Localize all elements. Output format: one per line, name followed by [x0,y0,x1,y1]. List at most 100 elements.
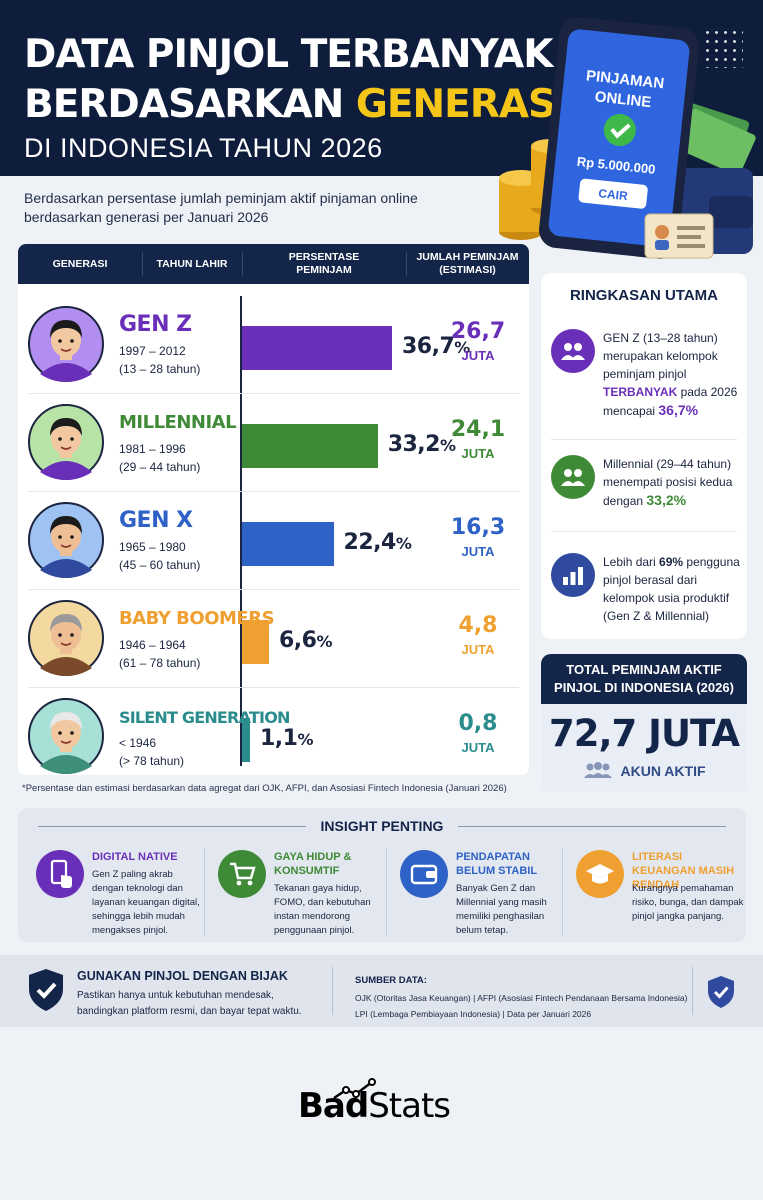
insight-item: PENDAPATAN BELUM STABIL Banyak Gen Z dan … [388,846,563,936]
table-row: GEN Z 1997 – 2012 (13 – 28 tahun) 36,7% 26,7… [18,296,529,394]
cair-button [578,178,648,209]
col-jumlah-2: (ESTIMASI) [439,264,496,276]
insight-item-text: Banyak Gen Z dan Millennial yang masih m… [456,883,547,936]
insight-item-text: Tekanan gaya hidup, FOMO, dan kebutuhan … [274,883,371,936]
count-label: 16,3 JUTA [426,516,529,560]
percentage-value: 22,4 [343,530,397,555]
summary-title: RINGKASAN UTAMA [569,287,719,304]
percentage-value: 6,6 [278,628,317,653]
avatar [28,502,104,578]
logo-text: BadStats [298,1086,451,1126]
millennial-pct-highlight: 33,2% [646,492,687,508]
count-value: 24,1 [450,417,506,442]
generation-years: 1981 – 1996 (29 – 44 tahun) [119,440,200,476]
count-label: 0,8 JUTA [426,711,529,756]
percentage-label: 22,4% [344,530,412,555]
source-text: OJK (Otoritas Jasa Keuangan) | AFPI (Aso… [355,990,687,1022]
genz-pct-highlight: 36,7% [658,402,699,418]
total-heading-1: TOTAL PEMINJAM AKTIF [566,662,722,677]
footnote: *Persentase dan estimasi berdasarkan dat… [22,783,507,794]
percentage-value: 1,1 [260,726,298,751]
count-unit: JUTA [461,642,495,657]
generation-years: 1997 – 2012 (13 – 28 tahun) [119,342,200,378]
insight-item-text: Gen Z paling akrab dengan teknologi dan … [92,869,200,936]
table-row: BABY BOOMERS 1946 – 1964 (61 – 78 tahun) 6,… [18,590,529,688]
generation-name: MILLENNIAL [119,412,237,433]
trend-icon [333,1078,376,1100]
percentage-bar [242,620,269,664]
bijak-text: Pastikan hanya untuk kebutuhan mendesak,… [77,988,302,1020]
generation-years: 1946 – 1964 (61 – 78 tahun) [119,636,200,672]
insight-section: INSIGHT PENTING DIGITAL NATIVE Gen Z pali… [18,808,746,942]
percentage-bar [242,424,378,468]
phone-icon: PINJAMAN ONLINE Rp 5.000.000 CAIR [539,18,699,259]
birth-years: 1965 – 1980 [119,540,186,554]
cair-label: CAIR [598,186,629,203]
count-unit: JUTA [461,544,495,559]
total-card: TOTAL PEMINJAM AKTIF PINJOL DI INDONESIA… [541,654,747,792]
percentage-value: 33,2 [387,432,441,457]
summary-card: RINGKASAN UTAMA GEN Z (13–28 tahun) meru… [541,273,747,639]
bar-chart-icon [551,553,595,597]
percentage-suffix: % [439,436,456,455]
phone-loan-illustration: PINJAMAN ONLINE Rp 5.000.000 CAIR [499,18,756,259]
insight-title: INSIGHT PENTING [320,818,444,834]
count-value: 4,8 [458,613,498,638]
count-unit: JUTA [461,446,495,461]
summary-text-2: Millennial (29–44 tahun) menempati posis… [603,457,733,508]
title-line-2-a: BERDASARKAN [24,82,356,127]
avatar [28,600,104,676]
bijak-title: GUNAKAN PINJOL DENGAN BIJAK [77,969,288,983]
total-value: 72,7 JUTA [549,712,740,755]
age-range: (29 – 44 tahun) [119,460,201,474]
title-highlight: GENERASI [355,82,570,127]
percentage-suffix: % [454,338,470,357]
percentage-bar [242,522,334,566]
count-value: 0,8 [458,711,498,736]
percentage-label: 1,1% [260,726,314,751]
insight-item: LITERASI KEUANGAN MASIH RENDAH Kurangnya … [564,846,743,936]
insight-item-title: GAYA HIDUP & KONSUMTIF [274,851,352,877]
subtitle: Berdasarkan persentase jumlah peminjam a… [24,190,418,225]
bijak-text-1: Pastikan hanya untuk kebutuhan mendesak, [77,990,274,1001]
birth-years: < 1946 [119,736,157,750]
count-unit: JUTA [461,348,495,363]
id-card-icon [644,213,714,259]
summary-text-3: Lebih dari 69% pengguna pinjol berasal d… [603,555,740,623]
insight-item: GAYA HIDUP & KONSUMTIF Tekanan gaya hidup… [206,846,381,936]
bar-axis [240,296,242,766]
users-icon [584,762,613,778]
percentage-value: 36,7 [402,334,455,359]
percentage-suffix: % [316,632,332,651]
terbanyak-highlight: TERBANYAK [603,385,678,399]
birth-years: 1997 – 2012 [119,344,186,358]
avatar [28,698,104,774]
avatar [28,306,104,382]
insight-item: DIGITAL NATIVE Gen Z paling akrab dengan … [24,846,200,936]
age-range: (45 – 60 tahun) [119,558,201,572]
col-persentase-1: PERSENTASE [288,251,360,263]
logo-stats: Stats [368,1086,451,1126]
phone-line-2: ONLINE [594,88,652,111]
generation-name: GEN Z [119,312,192,337]
avatar [28,404,104,480]
col-generasi: GENERASI [52,257,108,270]
count-label: 4,8 JUTA [426,613,529,658]
shield-check-icon [29,969,63,1011]
table-row: SILENT GENERATION < 1946 (> 78 tahun) 1,1% 0… [18,688,529,775]
total-heading: TOTAL PEMINJAM AKTIF PINJOL DI INDONESIA… [541,654,747,704]
generation-years: 1965 – 1980 (45 – 60 tahun) [119,538,200,574]
generation-name: BABY BOOMERS [119,608,275,629]
insight-item-title: LITERASI KEUANGAN MASIH RENDAH [632,851,735,891]
count-unit: JUTA [461,740,495,755]
col-tahun-lahir: TAHUN LAHIR [156,257,228,270]
insight-icon [36,850,84,898]
bottom-strip: GUNAKAN PINJOL DENGAN BIJAK Pastikan han… [0,955,763,1027]
percentage-bar [242,326,392,370]
age-range: (> 78 tahun) [119,754,185,768]
count-label: 26,7 JUTA [426,319,529,364]
age-range: (61 – 78 tahun) [119,656,201,670]
insight-item-title: DIGITAL NATIVE [92,851,178,863]
count-value: 26,7 [450,319,506,344]
logo-bad: Bad [298,1086,369,1126]
